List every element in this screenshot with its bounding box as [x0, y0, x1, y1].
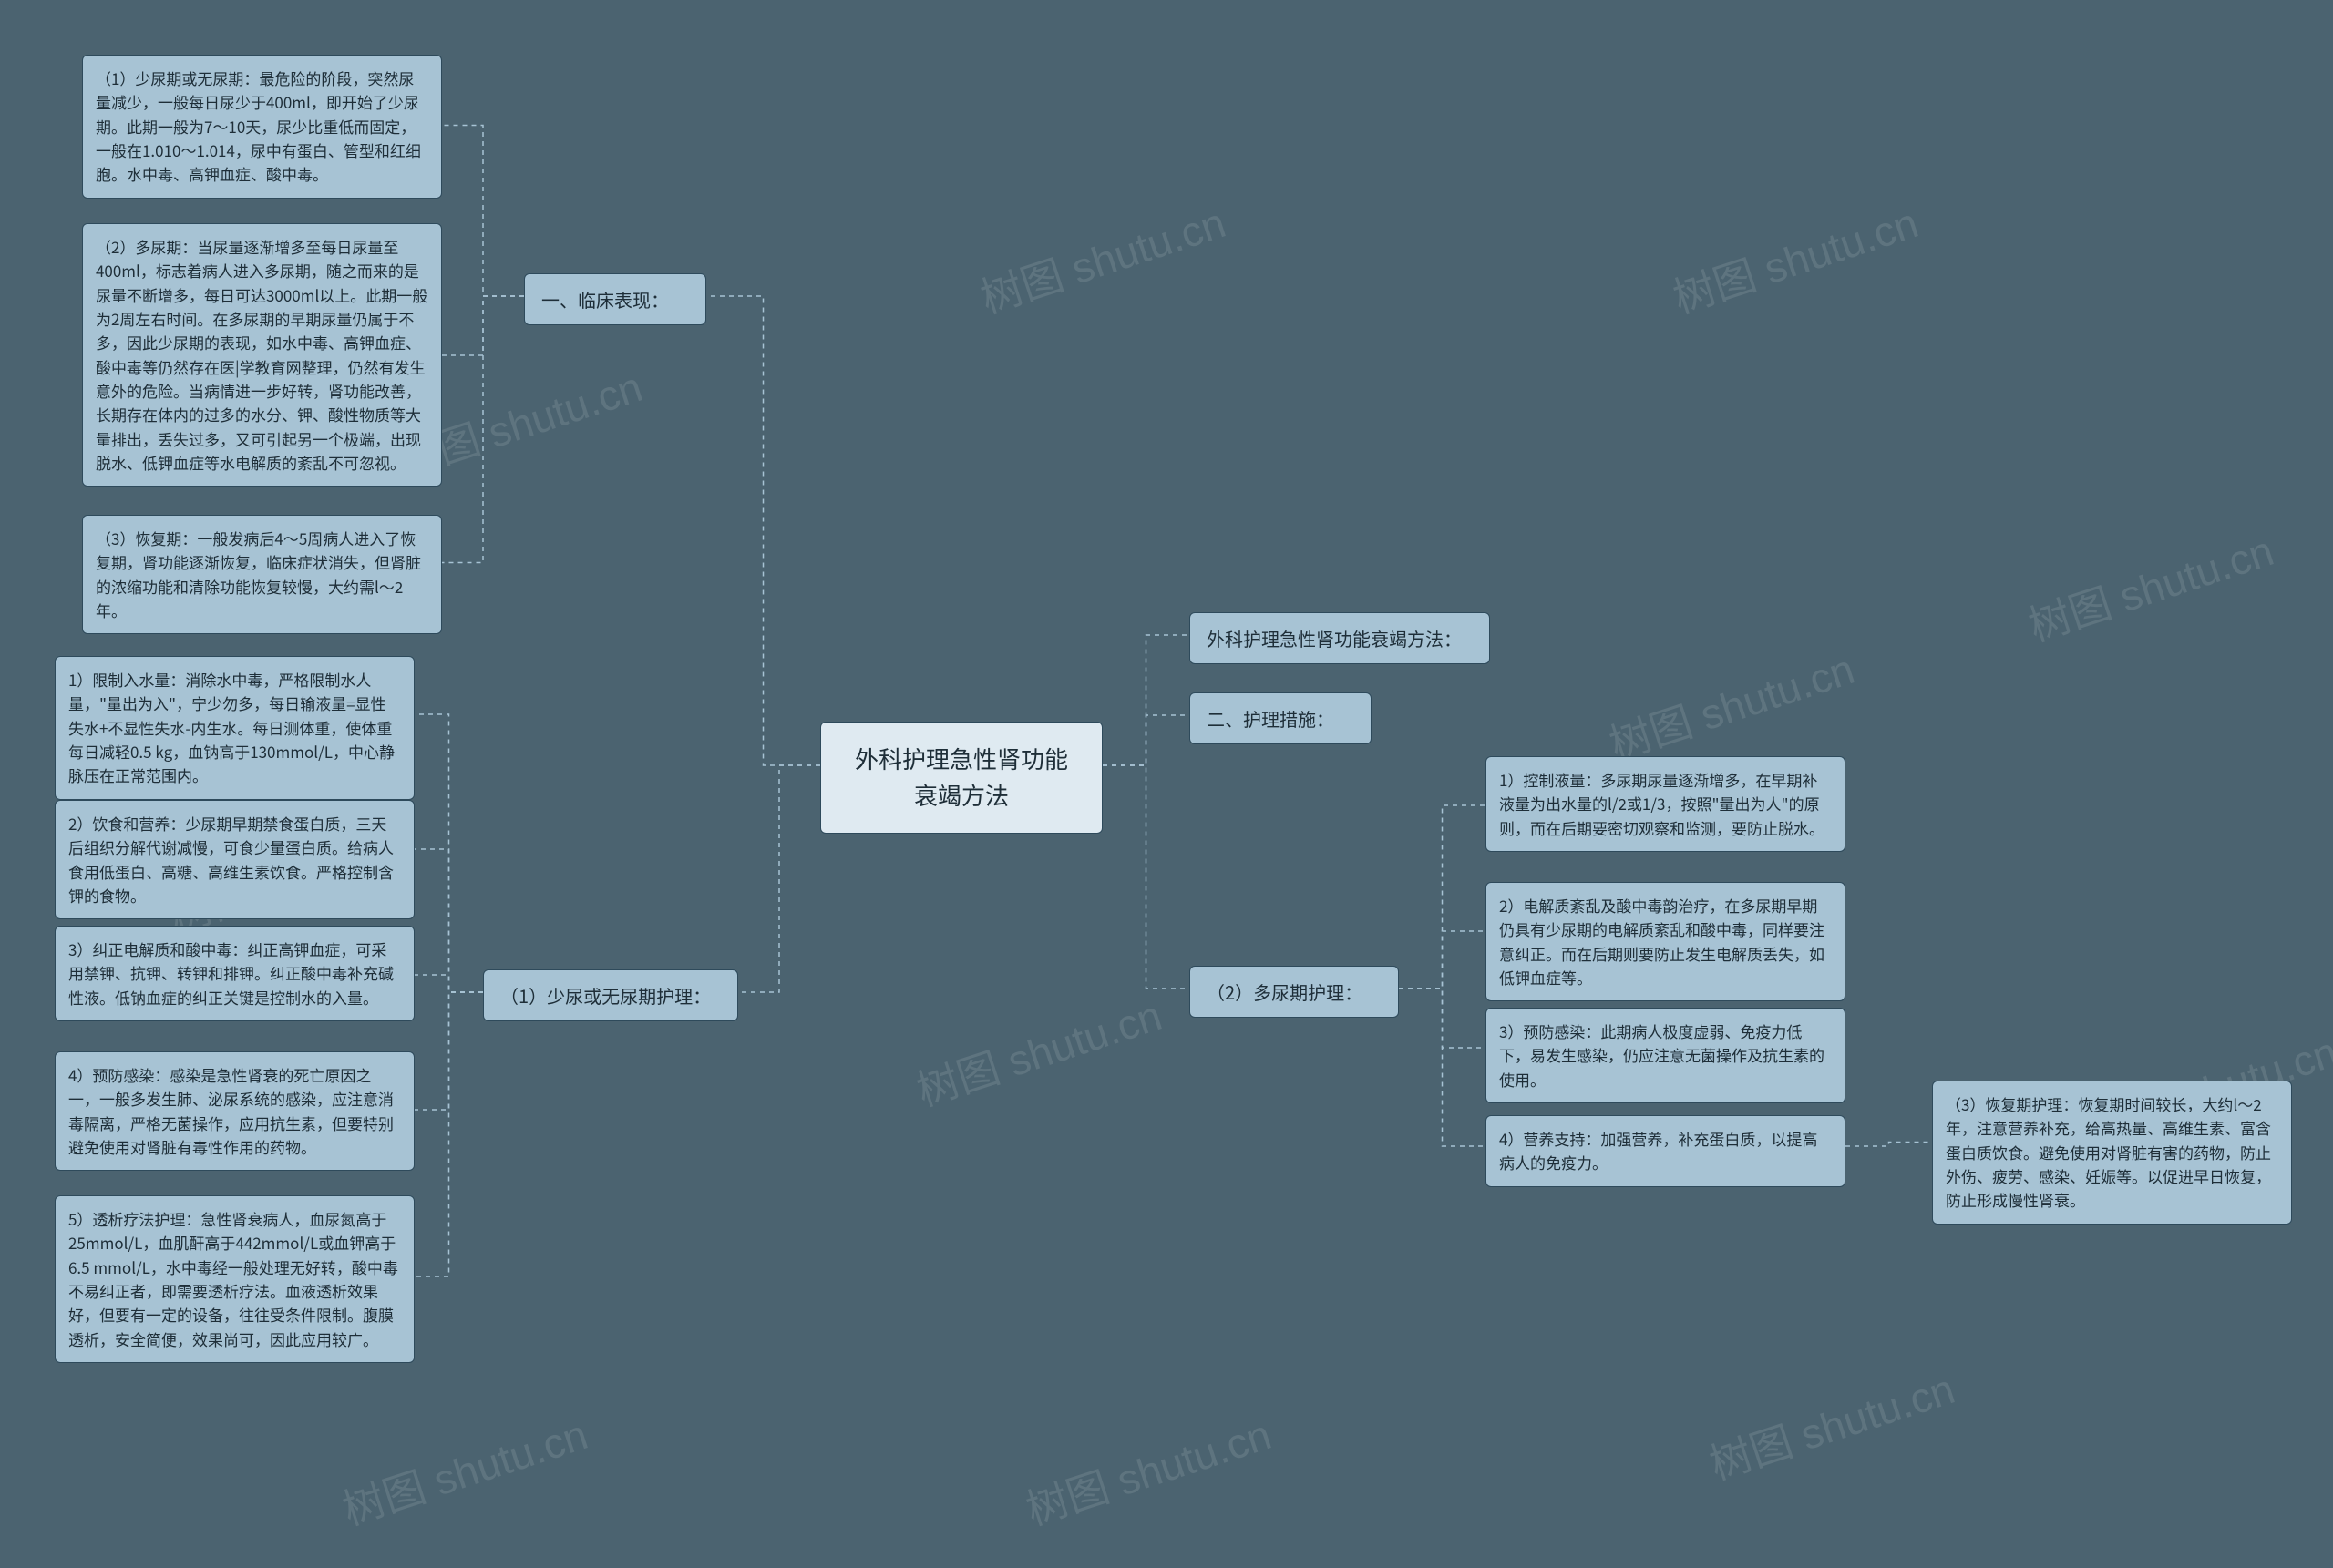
connector	[442, 296, 524, 355]
leaf-node-l2c: 3）纠正电解质和酸中毒：纠正高钾血症，可采用禁钾、抗钾、转钾和排钾。纠正酸中毒补…	[55, 926, 415, 1021]
center-node: 外科护理急性肾功能衰竭方法	[820, 722, 1103, 834]
connector	[1399, 989, 1485, 1048]
connector	[415, 992, 483, 1110]
leaf-node-r3b: 2）电解质紊乱及酸中毒韵治疗，在多尿期早期仍具有少尿期的电解质紊乱和酸中毒，同样…	[1485, 882, 1845, 1001]
branch-node-r3: （2）多尿期护理：	[1189, 966, 1399, 1018]
connector	[1103, 765, 1189, 989]
connector	[1399, 931, 1485, 989]
connector	[415, 714, 483, 992]
watermark: 树图 shutu.cn	[909, 983, 1168, 1119]
connector	[1845, 1143, 1932, 1147]
connector	[415, 992, 483, 1276]
connector	[442, 296, 524, 563]
leaf-node-l2b: 2）饮食和营养：少尿期早期禁食蛋白质，三天后组织分解代谢减慢，可食少量蛋白质。给…	[55, 800, 415, 919]
connector	[442, 126, 524, 297]
connector	[415, 849, 483, 992]
watermark: 树图 shutu.cn	[2020, 518, 2280, 654]
leaf-node-r3c: 3）预防感染：此期病人极度虚弱、免疫力低下，易发生感染，仍应注意无菌操作及抗生素…	[1485, 1008, 1845, 1103]
connector	[738, 765, 820, 992]
connector	[1103, 635, 1189, 765]
leaf-node-l1c: （3）恢复期：一般发病后4～5周病人进入了恢复期，肾功能逐渐恢复，临床症状消失，…	[82, 515, 442, 634]
branch-node-l2: （1）少尿或无尿期护理：	[483, 969, 738, 1021]
branch-node-r1: 外科护理急性肾功能衰竭方法：	[1189, 612, 1490, 664]
connector	[1399, 805, 1485, 989]
watermark: 树图 shutu.cn	[1701, 1357, 1961, 1492]
leaf-node-l1b: （2）多尿期：当尿量逐渐增多至每日尿量至400ml，标志着病人进入多尿期，随之而…	[82, 223, 442, 487]
watermark: 树图 shutu.cn	[1601, 637, 1861, 773]
connector	[706, 296, 820, 765]
connector	[1399, 989, 1485, 1146]
leaf-node-l2d: 4）预防感染：感染是急性肾衰的死亡原因之一，一般多发生肺、泌尿系统的感染，应注意…	[55, 1051, 415, 1171]
watermark: 树图 shutu.cn	[334, 1402, 594, 1538]
watermark: 树图 shutu.cn	[1018, 1402, 1278, 1538]
leaf-node-l1a: （1）少尿期或无尿期：最危险的阶段，突然尿量减少，一般每日尿少于400ml，即开…	[82, 55, 442, 199]
leaf-node-l2e: 5）透析疗法护理：急性肾衰病人，血尿氮高于25mmol/L，血肌酐高于442mm…	[55, 1195, 415, 1363]
watermark: 树图 shutu.cn	[1665, 190, 1925, 326]
watermark: 树图 shutu.cn	[972, 190, 1232, 326]
leaf-node-r3d: 4）营养支持：加强营养，补充蛋白质，以提高病人的免疫力。	[1485, 1115, 1845, 1187]
leaf-node-l2a: 1）限制入水量：消除水中毒，严格限制水人量，"量出为入"，宁少勿多，每日输液量=…	[55, 656, 415, 800]
branch-node-r2: 二、护理措施：	[1189, 692, 1372, 744]
connector	[1103, 715, 1189, 765]
connector	[415, 975, 483, 992]
branch-node-l1: 一、临床表现：	[524, 273, 706, 325]
leaf-node-r3d1: （3）恢复期护理：恢复期时间较长，大约l～2年，注意营养补充，给高热量、高维生素…	[1932, 1081, 2292, 1225]
leaf-node-r3a: 1）控制液量：多尿期尿量逐渐增多，在早期补液量为出水量的l/2或1/3，按照"量…	[1485, 756, 1845, 852]
